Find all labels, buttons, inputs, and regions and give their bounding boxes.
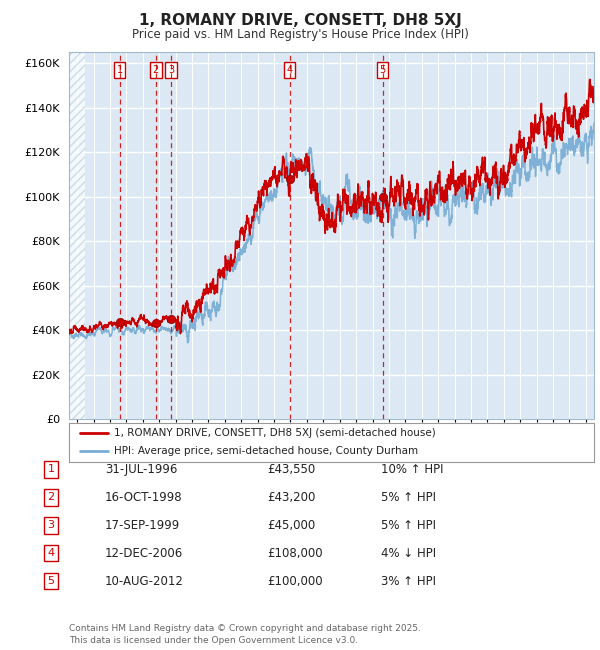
- Text: 1, ROMANY DRIVE, CONSETT, DH8 5XJ (semi-detached house): 1, ROMANY DRIVE, CONSETT, DH8 5XJ (semi-…: [113, 428, 436, 438]
- Text: £45,000: £45,000: [267, 519, 315, 532]
- Text: 5: 5: [47, 576, 55, 586]
- Text: 5: 5: [379, 65, 386, 75]
- Text: £100,000: £100,000: [267, 575, 323, 588]
- Text: £108,000: £108,000: [267, 547, 323, 560]
- Text: 17-SEP-1999: 17-SEP-1999: [105, 519, 180, 532]
- Text: 3: 3: [168, 65, 174, 75]
- Bar: [69, 52, 85, 419]
- Text: 4: 4: [47, 548, 55, 558]
- Text: 10% ↑ HPI: 10% ↑ HPI: [381, 463, 443, 476]
- Text: 31-JUL-1996: 31-JUL-1996: [105, 463, 178, 476]
- Text: 1: 1: [116, 65, 122, 75]
- Text: 10-AUG-2012: 10-AUG-2012: [105, 575, 184, 588]
- Text: 1, ROMANY DRIVE, CONSETT, DH8 5XJ: 1, ROMANY DRIVE, CONSETT, DH8 5XJ: [139, 13, 461, 28]
- Text: HPI: Average price, semi-detached house, County Durham: HPI: Average price, semi-detached house,…: [113, 446, 418, 456]
- Text: 4: 4: [287, 65, 293, 75]
- Text: 2: 2: [152, 65, 159, 75]
- Text: Contains HM Land Registry data © Crown copyright and database right 2025.
This d: Contains HM Land Registry data © Crown c…: [69, 624, 421, 645]
- Text: 3% ↑ HPI: 3% ↑ HPI: [381, 575, 436, 588]
- Text: 3: 3: [47, 520, 55, 530]
- Text: 12-DEC-2006: 12-DEC-2006: [105, 547, 183, 560]
- Text: 5% ↑ HPI: 5% ↑ HPI: [381, 491, 436, 504]
- Text: £43,200: £43,200: [267, 491, 316, 504]
- Text: £43,550: £43,550: [267, 463, 315, 476]
- Text: 1: 1: [47, 464, 55, 474]
- Text: Price paid vs. HM Land Registry's House Price Index (HPI): Price paid vs. HM Land Registry's House …: [131, 28, 469, 41]
- Text: 5% ↑ HPI: 5% ↑ HPI: [381, 519, 436, 532]
- Text: 2: 2: [47, 492, 55, 502]
- Text: 4% ↓ HPI: 4% ↓ HPI: [381, 547, 436, 560]
- Text: 16-OCT-1998: 16-OCT-1998: [105, 491, 182, 504]
